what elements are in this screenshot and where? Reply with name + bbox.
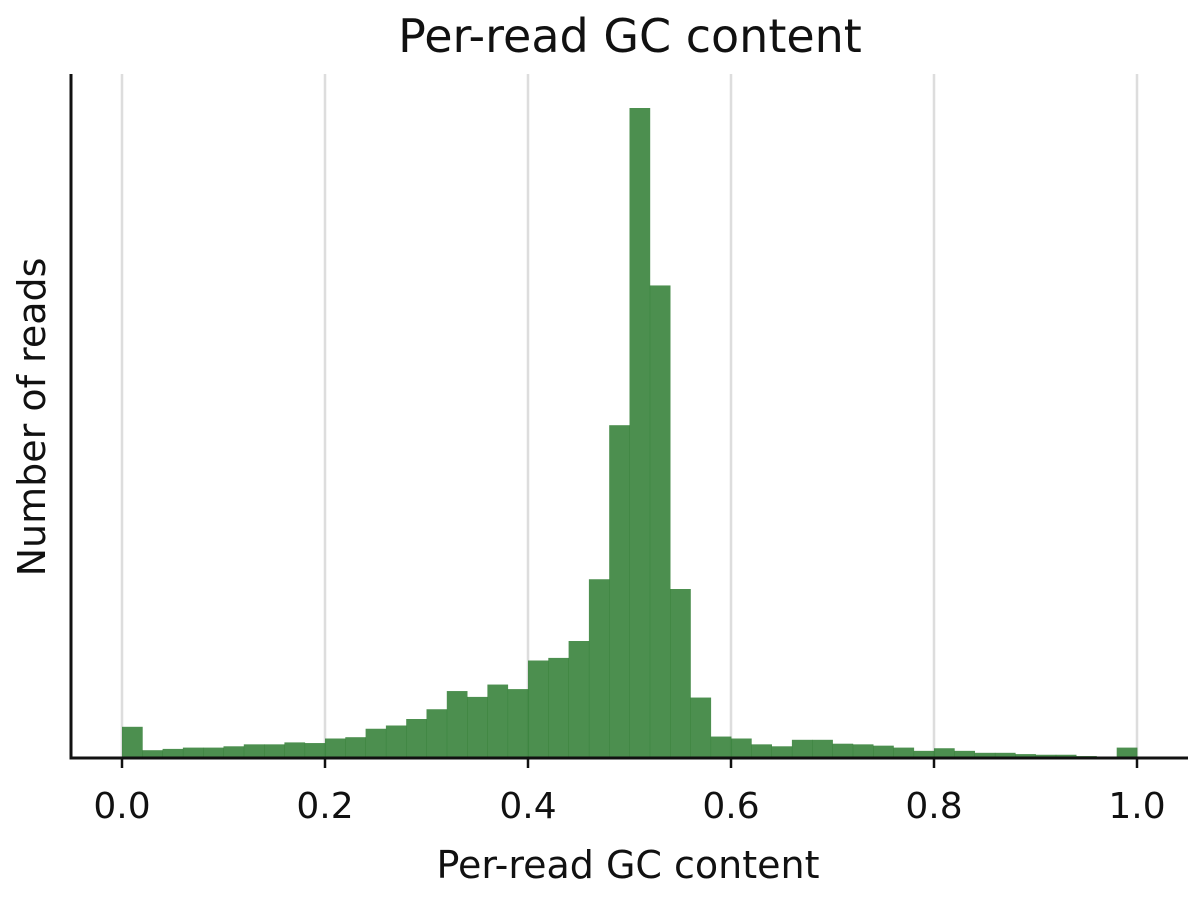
histogram-bar bbox=[548, 657, 569, 758]
x-tick-label: 0.2 bbox=[296, 786, 353, 827]
x-tick-label: 0.6 bbox=[702, 786, 759, 827]
histogram-bar bbox=[162, 748, 184, 758]
x-tick-label: 0.0 bbox=[93, 786, 150, 827]
histogram-bar bbox=[954, 750, 975, 758]
histogram-bar bbox=[974, 752, 996, 758]
x-tick-label: 0.8 bbox=[905, 786, 962, 827]
histogram-bars bbox=[122, 108, 1138, 758]
chart-title: Per-read GC content bbox=[398, 9, 862, 63]
histogram-bar bbox=[812, 739, 833, 758]
histogram-bar bbox=[446, 691, 468, 758]
x-tick-label: 0.4 bbox=[499, 786, 556, 827]
histogram-bar bbox=[588, 579, 610, 758]
x-axis-ticks: 0.0 0.2 0.4 0.6 0.8 1.0 bbox=[93, 758, 1166, 827]
histogram-bar bbox=[203, 747, 224, 758]
histogram-bar bbox=[670, 589, 691, 758]
histogram-bar bbox=[690, 697, 712, 758]
histogram-bar bbox=[507, 689, 529, 758]
histogram-bar bbox=[406, 719, 427, 758]
histogram-bar bbox=[913, 750, 935, 758]
histogram-bar bbox=[284, 742, 306, 758]
x-tick-label: 1.0 bbox=[1108, 786, 1165, 827]
histogram-bar bbox=[649, 285, 671, 758]
histogram-bar bbox=[365, 728, 387, 758]
histogram-bar bbox=[568, 641, 590, 758]
histogram-bar bbox=[1055, 754, 1077, 758]
histogram-bar bbox=[142, 750, 163, 758]
histogram-bar bbox=[731, 738, 752, 758]
histogram-bar bbox=[873, 745, 894, 758]
histogram-bar bbox=[487, 684, 509, 758]
histogram-bar bbox=[528, 660, 549, 758]
histogram-bar bbox=[122, 726, 143, 758]
histogram-bar bbox=[223, 746, 245, 758]
histogram-bar bbox=[710, 736, 732, 758]
x-axis-label: Per-read GC content bbox=[436, 843, 819, 887]
histogram-bar bbox=[426, 709, 448, 758]
histogram-bar bbox=[629, 108, 651, 758]
histogram-bar bbox=[304, 743, 326, 758]
histogram-bar bbox=[934, 748, 955, 758]
histogram-bar bbox=[1035, 754, 1057, 758]
histogram-bar bbox=[182, 747, 204, 758]
histogram-bar bbox=[609, 425, 630, 758]
histogram-bar bbox=[994, 752, 1016, 758]
histogram-bar bbox=[771, 746, 793, 758]
histogram-bar bbox=[832, 743, 854, 758]
histogram-bar bbox=[1015, 754, 1036, 758]
histogram-bar bbox=[385, 725, 407, 758]
histogram-bar bbox=[791, 739, 813, 758]
histogram-bar bbox=[345, 737, 366, 758]
histogram-bar bbox=[243, 744, 265, 758]
histogram-bar bbox=[893, 747, 915, 758]
histogram-bar bbox=[325, 738, 346, 758]
histogram-bar bbox=[264, 744, 285, 758]
histogram-bar bbox=[467, 696, 488, 758]
histogram-bar bbox=[852, 744, 874, 758]
histogram-bar bbox=[1116, 747, 1138, 758]
gridlines bbox=[120, 74, 1139, 758]
y-axis-label: Number of reads bbox=[10, 258, 54, 577]
histogram-bar bbox=[751, 744, 772, 758]
